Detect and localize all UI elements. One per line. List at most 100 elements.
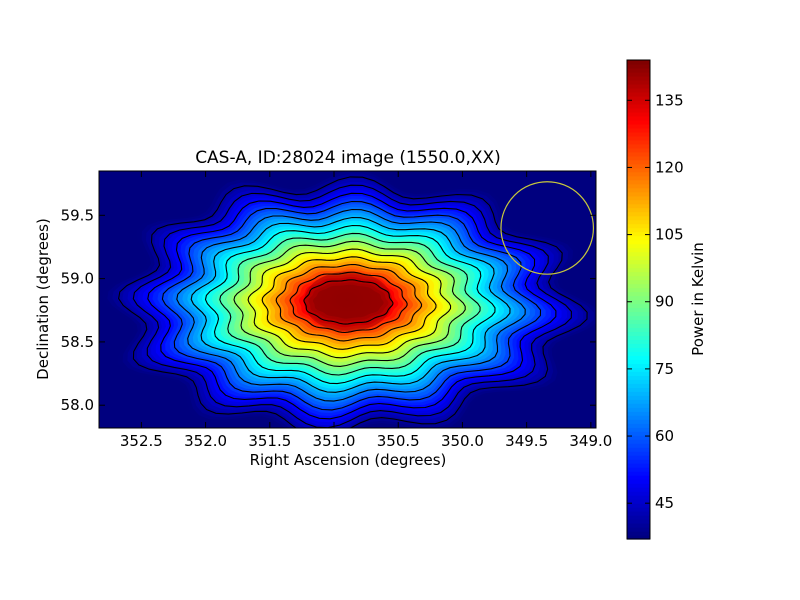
colorbar-segment — [627, 455, 650, 460]
colorbar-segment — [627, 487, 650, 492]
colorbar-segment — [627, 483, 650, 488]
colorbar-segment — [627, 479, 650, 484]
colorbar-segment — [627, 371, 650, 376]
colorbar-segment — [627, 235, 650, 241]
x-axis-label: Right Ascension (degrees) — [250, 451, 447, 469]
colorbar-segment — [627, 331, 650, 337]
colorbar-segment — [627, 511, 650, 516]
colorbar-segment — [627, 399, 650, 404]
colorbar-segment — [627, 355, 650, 360]
colorbar-segment — [627, 99, 650, 105]
colorbar-segment — [627, 295, 650, 301]
colorbar-segment — [627, 311, 650, 317]
colorbar-tick-label: 45 — [655, 494, 674, 512]
colorbar-segment — [627, 291, 650, 297]
colorbar-segment — [627, 391, 650, 396]
colorbar-segment — [627, 395, 650, 400]
colorbar-segment — [627, 447, 650, 452]
y-axis-label: Declination (degrees) — [34, 218, 52, 380]
colorbar-segment — [627, 107, 650, 113]
beam-circle — [500, 181, 595, 275]
colorbar-segment — [627, 415, 650, 420]
colorbar-segment — [627, 299, 650, 305]
colorbar-segment — [627, 95, 650, 101]
colorbar-segment — [627, 203, 650, 209]
heatmap-image — [99, 171, 596, 428]
colorbar-segment — [627, 187, 650, 193]
colorbar-segment — [627, 175, 650, 181]
x-tick-label: 351.5 — [248, 432, 291, 450]
colorbar-segment — [627, 515, 650, 520]
colorbar-tick-label: 75 — [655, 360, 674, 378]
y-axis: 58.0 58.5 59.0 59.5 — [61, 206, 596, 414]
colorbar-segment — [627, 199, 650, 205]
colorbar-segment — [627, 63, 650, 69]
colorbar-segment — [627, 231, 650, 237]
colorbar-segment — [627, 191, 650, 197]
colorbar-segment — [627, 315, 650, 321]
colorbar-frame — [626, 59, 651, 540]
contour-line — [132, 184, 572, 428]
y-tick-label: 58.5 — [61, 333, 94, 351]
colorbar-segment — [627, 151, 650, 157]
y-tick-label: 59.0 — [61, 270, 94, 288]
colorbar-segment — [627, 215, 650, 221]
colorbar-segment — [627, 87, 650, 93]
colorbar-segment — [627, 60, 650, 65]
colorbar-segment — [627, 127, 650, 133]
colorbar-segment — [627, 319, 650, 325]
colorbar-segment — [627, 443, 650, 448]
colorbar-segment — [627, 459, 650, 464]
contour-line — [190, 216, 511, 393]
colorbar-segment — [627, 307, 650, 313]
colorbar-segment — [627, 303, 650, 309]
colorbar-segment — [627, 419, 650, 424]
colorbar-segment — [627, 83, 650, 89]
colorbar-segment — [627, 439, 650, 444]
colorbar-segment — [627, 71, 650, 77]
colorbar-segment — [627, 207, 650, 213]
colorbar-segment — [627, 527, 650, 532]
colorbar-segment — [627, 347, 650, 352]
contour-line — [233, 240, 466, 367]
colorbar-segment — [627, 91, 650, 97]
colorbar-segment — [627, 227, 650, 233]
x-tick-label: 349.0 — [569, 432, 612, 450]
colorbar-segment — [627, 267, 650, 273]
colorbar-label: Power in Kelvin — [689, 242, 707, 356]
colorbar-segment — [627, 387, 650, 392]
colorbar-segment — [627, 435, 650, 440]
contour-line — [247, 248, 452, 359]
colorbar-segment — [627, 103, 650, 109]
contour-line — [147, 192, 557, 420]
colorbar-segment — [627, 111, 650, 117]
colorbar-segment — [627, 491, 650, 496]
colorbar-segment — [627, 251, 650, 257]
colorbar-segment — [627, 499, 650, 504]
colorbar-segment — [627, 259, 650, 265]
x-tick-label: 352.0 — [184, 432, 227, 450]
colorbar-segment — [627, 163, 650, 169]
colorbar-segment — [627, 167, 650, 173]
colorbar-segment — [627, 195, 650, 201]
colorbar-segment — [627, 495, 650, 500]
colorbar-segment — [627, 247, 650, 253]
colorbar-tick-label: 105 — [655, 226, 684, 244]
colorbar-segment — [627, 535, 650, 540]
colorbar-segment — [627, 255, 650, 261]
colorbar-segment — [627, 279, 650, 285]
plot-frame — [98, 170, 597, 429]
colorbar-segment — [627, 523, 650, 528]
colorbar-segment — [627, 475, 650, 480]
colorbar-segment — [627, 363, 650, 368]
colorbar-segment — [627, 159, 650, 165]
colorbar-segment — [627, 327, 650, 333]
colorbar-segment — [627, 239, 650, 245]
colorbar-tick-label: 135 — [655, 91, 684, 109]
x-tick-label: 350.0 — [441, 432, 484, 450]
colorbar-segment — [627, 323, 650, 329]
colorbar-segment — [627, 135, 650, 141]
colorbar-tick-label: 90 — [655, 293, 674, 311]
colorbar-segment — [627, 335, 650, 341]
contour-line — [204, 224, 496, 385]
